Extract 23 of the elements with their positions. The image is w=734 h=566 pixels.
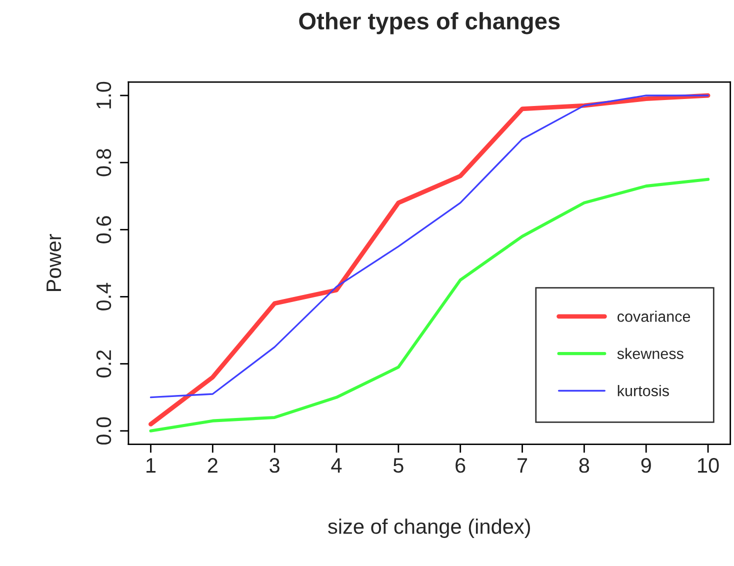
y-tick-label: 0.0: [96, 417, 112, 445]
chart-title: Other types of changes: [299, 12, 560, 34]
y-axis-title: Power: [46, 234, 62, 292]
x-tick-label: 8: [579, 458, 590, 473]
y-tick-label: 0.6: [96, 216, 112, 244]
y-tick-label: 1.0: [96, 82, 112, 108]
legend-label: kurtosis: [618, 385, 669, 396]
y-tick-label: 0.8: [96, 148, 112, 176]
line-series: [149, 178, 710, 432]
y-tick-label: 0.2: [96, 350, 112, 378]
x-tick-label: 4: [331, 458, 342, 473]
x-tick-label: 3: [270, 458, 280, 473]
x-axis-title: size of change (index): [328, 518, 530, 538]
x-tick-label: 1: [146, 458, 156, 473]
x-tick-label: 5: [393, 458, 404, 473]
x-tick-label: 7: [518, 458, 528, 473]
x-tick-label: 2: [208, 458, 218, 473]
x-tick-label: 6: [456, 458, 466, 473]
legend-label: skewness: [617, 348, 684, 360]
legend-label: covariance: [618, 310, 690, 322]
x-tick-label: 9: [641, 458, 651, 473]
y-tick-label: 0.4: [96, 282, 112, 310]
x-tick-label: 10: [698, 458, 719, 473]
